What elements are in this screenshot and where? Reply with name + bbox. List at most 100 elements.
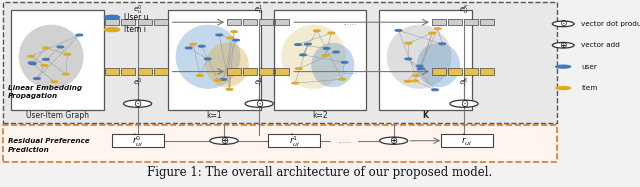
- FancyBboxPatch shape: [274, 10, 366, 110]
- Circle shape: [227, 37, 234, 39]
- Circle shape: [28, 56, 35, 57]
- Bar: [122, 19, 136, 25]
- Text: Residual Preference
Prediction: Residual Preference Prediction: [8, 138, 90, 153]
- Circle shape: [435, 28, 441, 30]
- Text: k=2: k=2: [312, 111, 328, 120]
- Circle shape: [196, 75, 204, 76]
- Circle shape: [210, 137, 238, 144]
- Bar: [138, 68, 152, 75]
- Text: User-Item Graph: User-Item Graph: [26, 111, 89, 120]
- Ellipse shape: [175, 25, 241, 89]
- Bar: [480, 68, 494, 75]
- Text: $e_i^K$: $e_i^K$: [459, 76, 469, 90]
- Text: ⊙: ⊙: [255, 99, 263, 109]
- Bar: [105, 19, 119, 25]
- FancyBboxPatch shape: [111, 134, 164, 147]
- Text: k=1: k=1: [207, 111, 222, 120]
- Ellipse shape: [387, 25, 452, 89]
- Circle shape: [64, 53, 70, 55]
- FancyBboxPatch shape: [380, 10, 472, 110]
- Circle shape: [314, 30, 320, 32]
- Text: ⊙: ⊙: [460, 99, 468, 109]
- Circle shape: [76, 34, 83, 36]
- Text: ⊕: ⊕: [390, 136, 397, 146]
- Circle shape: [439, 43, 445, 45]
- Circle shape: [305, 43, 311, 45]
- Circle shape: [380, 137, 408, 144]
- Circle shape: [296, 68, 302, 69]
- Circle shape: [214, 79, 221, 81]
- Circle shape: [186, 47, 192, 49]
- Circle shape: [405, 58, 412, 60]
- Circle shape: [552, 21, 574, 27]
- FancyBboxPatch shape: [3, 125, 557, 162]
- Circle shape: [417, 65, 423, 67]
- Ellipse shape: [281, 25, 346, 89]
- Text: vector add: vector add: [581, 42, 620, 48]
- Circle shape: [124, 100, 152, 107]
- Circle shape: [42, 47, 49, 49]
- Bar: [275, 68, 289, 75]
- Text: Item i: Item i: [124, 25, 145, 34]
- Bar: [431, 19, 445, 25]
- Text: $e_u^K$: $e_u^K$: [459, 4, 469, 17]
- Text: User u: User u: [124, 13, 148, 22]
- Text: ⊙: ⊙: [134, 99, 141, 109]
- Circle shape: [41, 65, 47, 66]
- Text: $\hat{r}_{ui}^1$: $\hat{r}_{ui}^1$: [289, 133, 300, 149]
- Circle shape: [322, 55, 328, 56]
- FancyBboxPatch shape: [168, 10, 261, 110]
- Circle shape: [227, 88, 233, 90]
- Circle shape: [231, 31, 237, 33]
- Text: ⊕: ⊕: [220, 136, 228, 146]
- Circle shape: [104, 15, 120, 19]
- Bar: [227, 19, 241, 25]
- Text: $\hat{r}_{ui}$: $\hat{r}_{ui}$: [461, 133, 473, 148]
- Text: item: item: [581, 85, 598, 91]
- Bar: [259, 68, 273, 75]
- Text: ......: ......: [342, 18, 356, 27]
- Circle shape: [198, 45, 205, 47]
- FancyBboxPatch shape: [3, 2, 557, 123]
- Text: $e_i^1$: $e_i^1$: [255, 76, 264, 90]
- Circle shape: [216, 34, 223, 36]
- FancyBboxPatch shape: [442, 134, 493, 147]
- Text: $e_u^1$: $e_u^1$: [255, 4, 264, 17]
- Bar: [138, 19, 152, 25]
- Bar: [243, 68, 257, 75]
- Circle shape: [300, 54, 307, 56]
- FancyBboxPatch shape: [269, 134, 321, 147]
- Circle shape: [395, 30, 402, 31]
- Circle shape: [413, 75, 419, 76]
- Circle shape: [555, 86, 572, 90]
- Text: vector dot product: vector dot product: [581, 21, 640, 27]
- Circle shape: [339, 78, 345, 80]
- Text: $e_i^0$: $e_i^0$: [132, 76, 143, 90]
- Circle shape: [57, 46, 64, 48]
- Text: K: K: [422, 111, 429, 120]
- Circle shape: [450, 100, 478, 107]
- Text: ......: ......: [342, 67, 356, 76]
- Circle shape: [432, 89, 438, 91]
- Bar: [105, 68, 119, 75]
- Circle shape: [292, 82, 298, 84]
- Circle shape: [51, 81, 58, 83]
- Circle shape: [295, 44, 301, 45]
- Bar: [275, 19, 289, 25]
- Bar: [122, 68, 136, 75]
- Ellipse shape: [311, 43, 355, 87]
- Text: ......: ......: [337, 136, 351, 145]
- Circle shape: [412, 80, 419, 82]
- Circle shape: [404, 80, 411, 82]
- Bar: [227, 68, 241, 75]
- Bar: [480, 19, 494, 25]
- Circle shape: [29, 63, 36, 65]
- Bar: [464, 19, 478, 25]
- Ellipse shape: [19, 25, 84, 89]
- Ellipse shape: [417, 43, 460, 87]
- Bar: [259, 19, 273, 25]
- Bar: [154, 68, 168, 75]
- Circle shape: [34, 78, 40, 79]
- Text: ⊙: ⊙: [559, 19, 567, 28]
- Bar: [448, 68, 462, 75]
